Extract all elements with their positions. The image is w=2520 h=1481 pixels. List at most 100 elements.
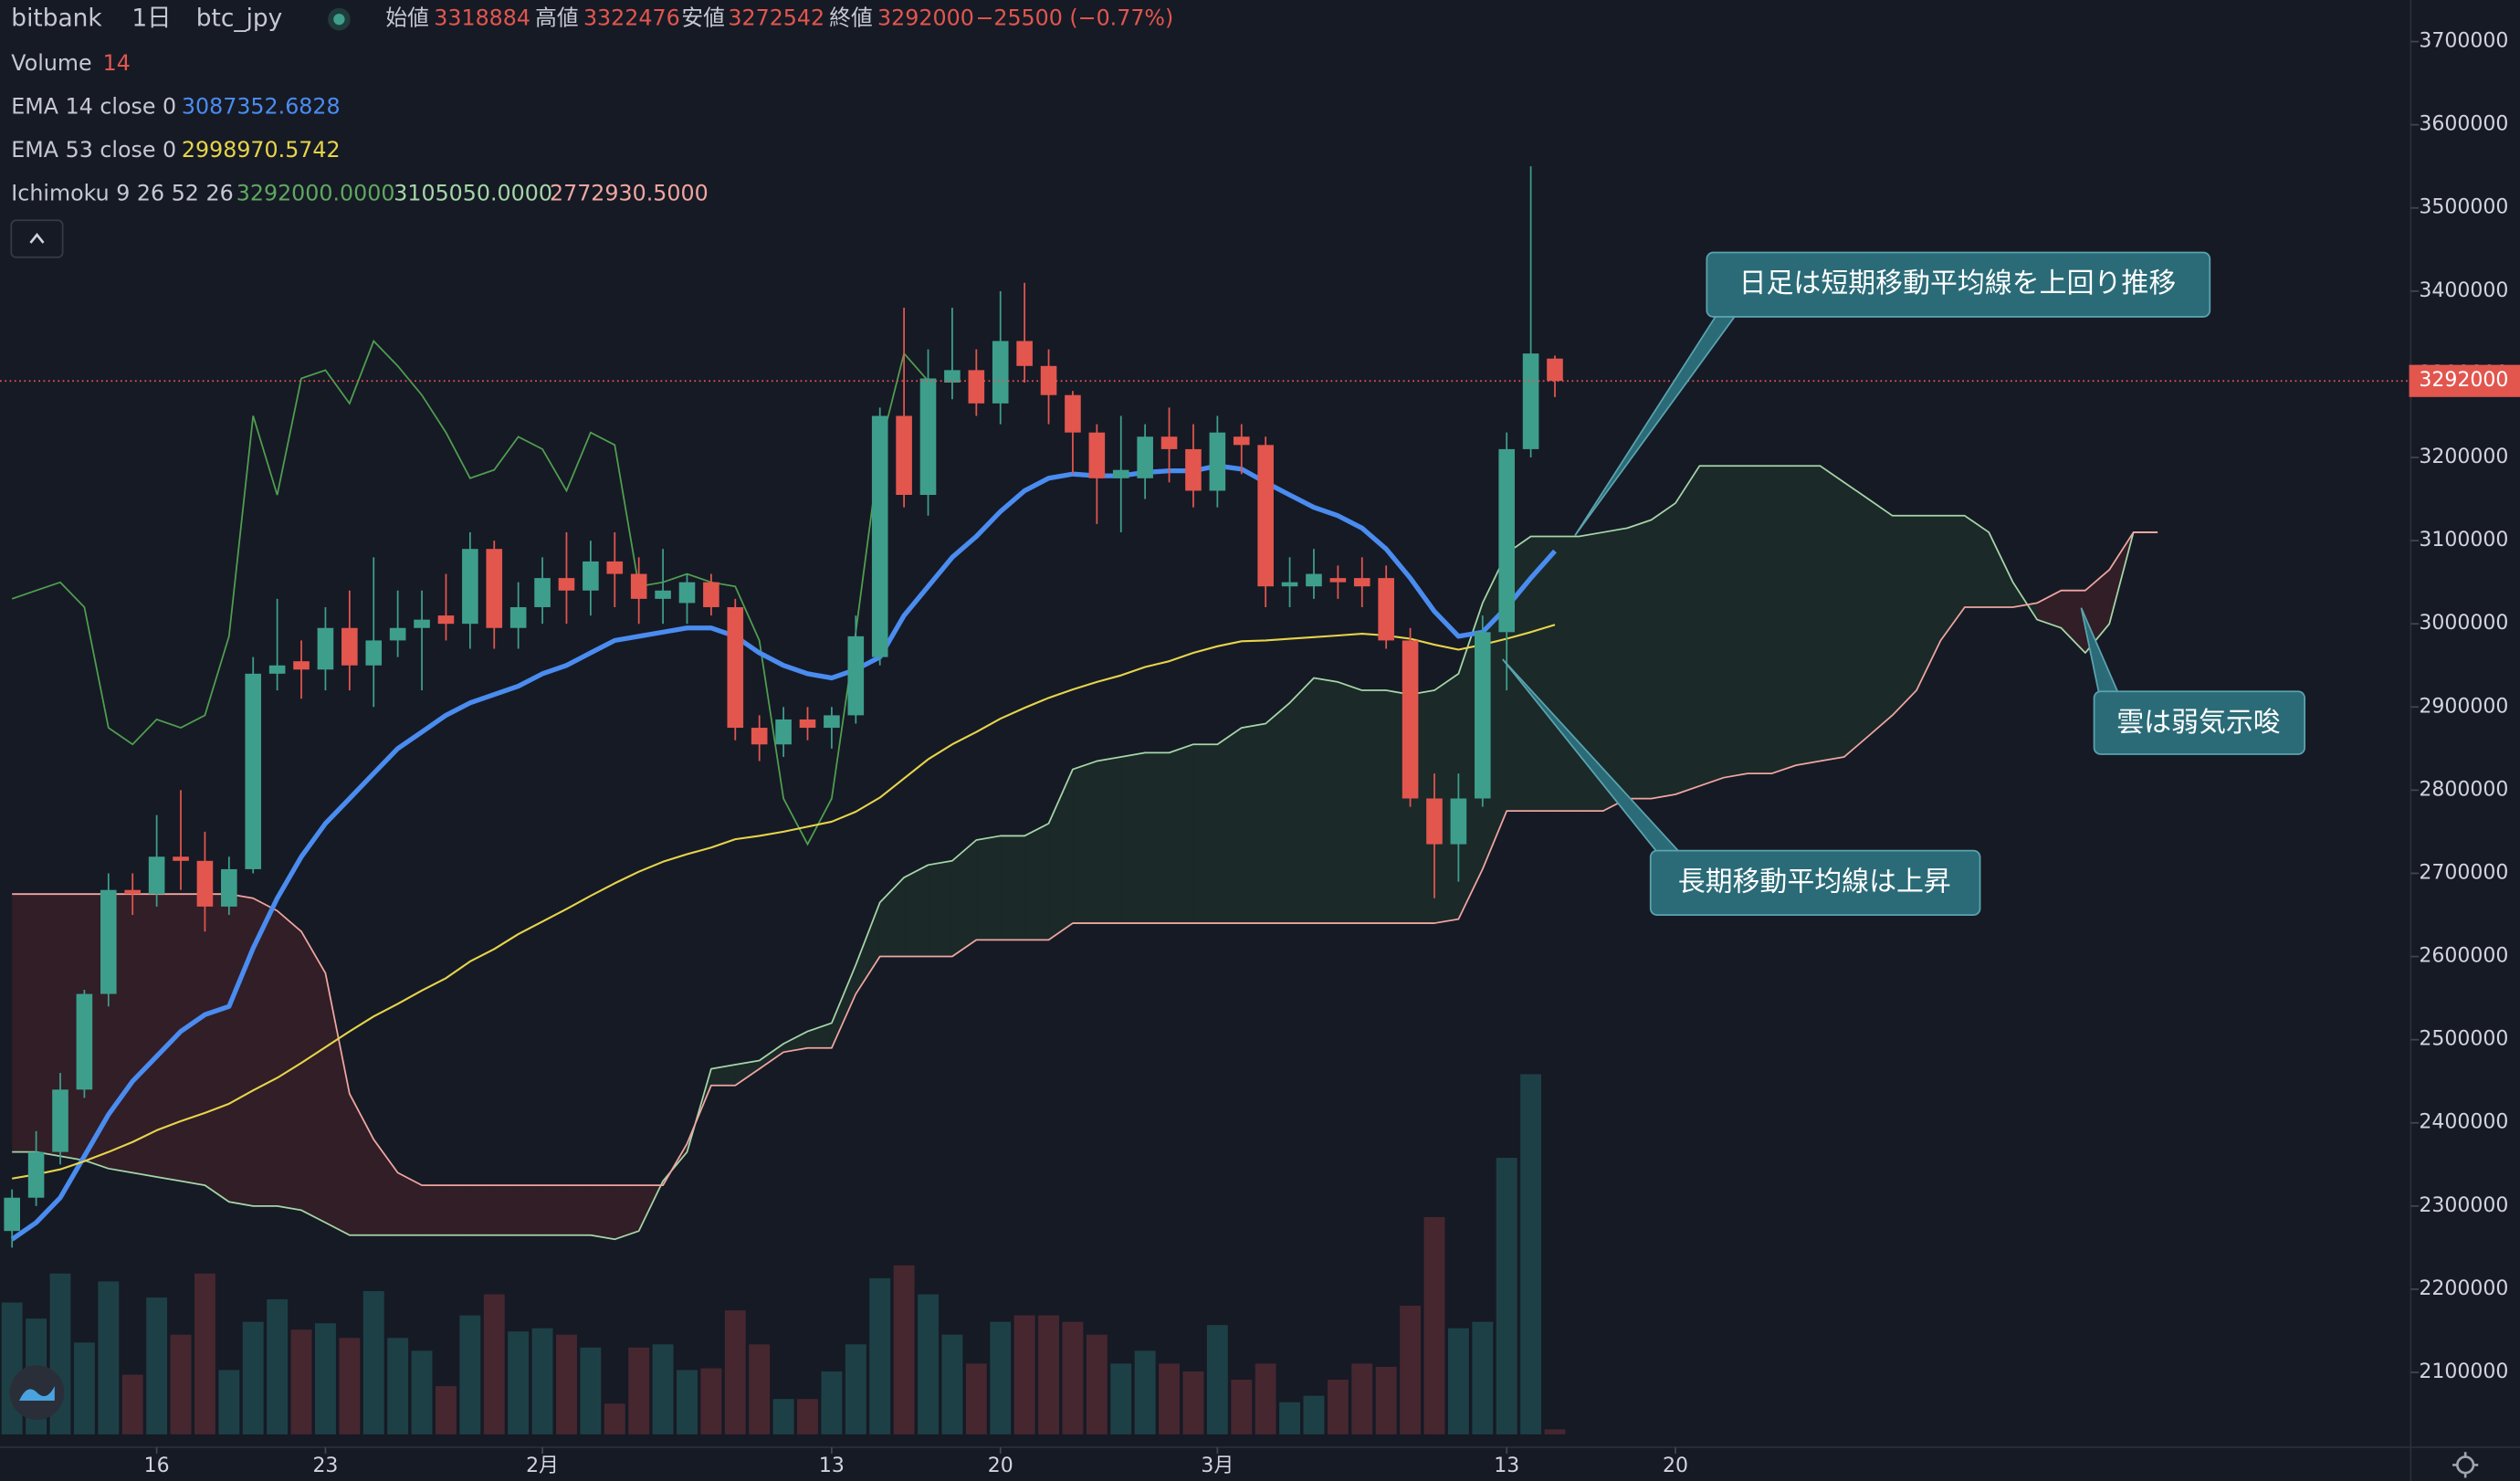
volume-bar bbox=[772, 1399, 794, 1434]
candle-body bbox=[606, 561, 624, 574]
candle-body bbox=[1450, 798, 1467, 845]
candle-body bbox=[1522, 353, 1539, 449]
cloud-fill bbox=[1989, 531, 2013, 607]
volume-bar bbox=[700, 1368, 722, 1434]
cloud-fill bbox=[205, 894, 229, 1203]
volume-bar bbox=[1400, 1306, 1422, 1434]
candle-body bbox=[124, 889, 142, 895]
candle-body bbox=[534, 578, 551, 607]
volume-bar bbox=[821, 1371, 843, 1434]
volume-bar bbox=[1182, 1371, 1204, 1434]
candle-body bbox=[293, 661, 310, 670]
candle-body bbox=[919, 378, 937, 496]
y-tick-label: 2900000 bbox=[2419, 695, 2508, 718]
candle-body bbox=[1378, 578, 1394, 641]
volume-value: 14 bbox=[103, 50, 131, 76]
volume-bar bbox=[531, 1328, 553, 1434]
volume-bar bbox=[1520, 1074, 1542, 1434]
last-price-label: 3292000 bbox=[2419, 369, 2508, 392]
y-tick-label: 3000000 bbox=[2419, 612, 2508, 635]
legend-entry[interactable]: EMA 14 close 0 bbox=[11, 93, 176, 119]
exchange: bitbank bbox=[11, 5, 102, 33]
ohlc-label: 終値 bbox=[829, 5, 873, 31]
ohlc-label: 始値 bbox=[385, 5, 429, 31]
cloud-fill bbox=[1916, 515, 1941, 691]
volume-bar bbox=[411, 1350, 433, 1434]
volume-bar bbox=[267, 1298, 289, 1434]
ohlc-value: 3272542 bbox=[728, 5, 824, 31]
candle-body bbox=[52, 1089, 68, 1152]
legend-entry[interactable]: EMA 53 close 0 bbox=[11, 137, 176, 163]
volume-bar bbox=[749, 1344, 771, 1434]
y-tick-label: 2100000 bbox=[2419, 1360, 2508, 1383]
legend-entry[interactable]: Ichimoku 9 26 52 26 bbox=[11, 181, 233, 206]
cloud-fill bbox=[1217, 728, 1242, 924]
candle-body bbox=[1547, 358, 1563, 382]
volume-label: Volume bbox=[11, 50, 91, 76]
candle-body bbox=[944, 370, 961, 383]
cloud-fill bbox=[831, 964, 856, 1048]
candle-body bbox=[4, 1197, 21, 1232]
cloud-fill bbox=[1771, 466, 1797, 774]
candle-body bbox=[1498, 448, 1515, 633]
candle-body bbox=[1474, 632, 1491, 799]
volume-bar bbox=[869, 1277, 891, 1434]
cloud-fill bbox=[1868, 499, 1893, 737]
volume-bar bbox=[580, 1347, 602, 1434]
ema-line bbox=[12, 624, 1556, 1180]
volume-bar bbox=[918, 1294, 939, 1434]
volume-bar bbox=[628, 1347, 650, 1434]
cloud-fill bbox=[1361, 690, 1387, 924]
x-tick-label: 13 bbox=[1494, 1455, 1519, 1477]
y-tick-label: 2300000 bbox=[2419, 1194, 2508, 1217]
cloud-fill bbox=[1313, 677, 1339, 924]
cloud-fill bbox=[494, 1185, 519, 1235]
cloud-fill bbox=[1723, 466, 1748, 778]
cloud-fill bbox=[614, 1185, 639, 1240]
y-tick-label: 2800000 bbox=[2419, 778, 2508, 801]
volume-bar bbox=[194, 1273, 215, 1434]
cloud-fill bbox=[951, 840, 977, 957]
candle-body bbox=[630, 573, 647, 599]
cloud-fill bbox=[1579, 531, 1603, 812]
collapse-button[interactable] bbox=[10, 219, 64, 258]
volume-bar bbox=[146, 1297, 168, 1434]
cloud-fill bbox=[1097, 756, 1121, 924]
interval[interactable]: 1日 bbox=[131, 5, 171, 33]
volume-bar bbox=[845, 1344, 866, 1434]
volume-bar bbox=[556, 1334, 577, 1434]
volume-bar bbox=[797, 1399, 818, 1434]
volume-bar bbox=[242, 1321, 264, 1434]
volume-bar bbox=[290, 1329, 312, 1434]
candle-body bbox=[509, 606, 527, 628]
cloud-fill bbox=[856, 902, 880, 994]
cloud-fill bbox=[1843, 482, 1869, 757]
volume-bar bbox=[508, 1331, 530, 1434]
cloud-fill bbox=[1072, 761, 1097, 924]
candle-body bbox=[221, 868, 237, 907]
y-tick-label: 3200000 bbox=[2419, 446, 2508, 468]
symbol[interactable]: btc_jpy bbox=[196, 5, 283, 33]
annotation: 長期移動平均線は上昇 bbox=[1678, 866, 1951, 898]
candle-body bbox=[968, 370, 985, 404]
settings-icon[interactable] bbox=[2452, 1452, 2479, 1478]
cloud-fill bbox=[181, 894, 205, 1186]
y-tick-label: 2600000 bbox=[2419, 945, 2508, 968]
logo[interactable] bbox=[9, 1365, 65, 1421]
candle-body bbox=[1160, 436, 1178, 449]
cloud-fill bbox=[1000, 835, 1025, 940]
volume-bar bbox=[1544, 1429, 1566, 1434]
legend-value: 3105050.0000 bbox=[394, 181, 552, 206]
y-tick-label: 2500000 bbox=[2419, 1028, 2508, 1051]
ema-line bbox=[10, 463, 1557, 1242]
y-tick-label: 2700000 bbox=[2419, 861, 2508, 884]
volume-bar bbox=[1062, 1321, 1084, 1434]
volume-bar bbox=[893, 1265, 915, 1434]
candle-body bbox=[1426, 798, 1443, 845]
cloud-fill bbox=[735, 1060, 760, 1086]
candle-body bbox=[437, 615, 455, 625]
volume-bar bbox=[1013, 1315, 1035, 1434]
cloud-fill bbox=[1699, 466, 1724, 786]
cloud-fill bbox=[156, 894, 182, 1182]
cloud-fill bbox=[976, 835, 1001, 940]
